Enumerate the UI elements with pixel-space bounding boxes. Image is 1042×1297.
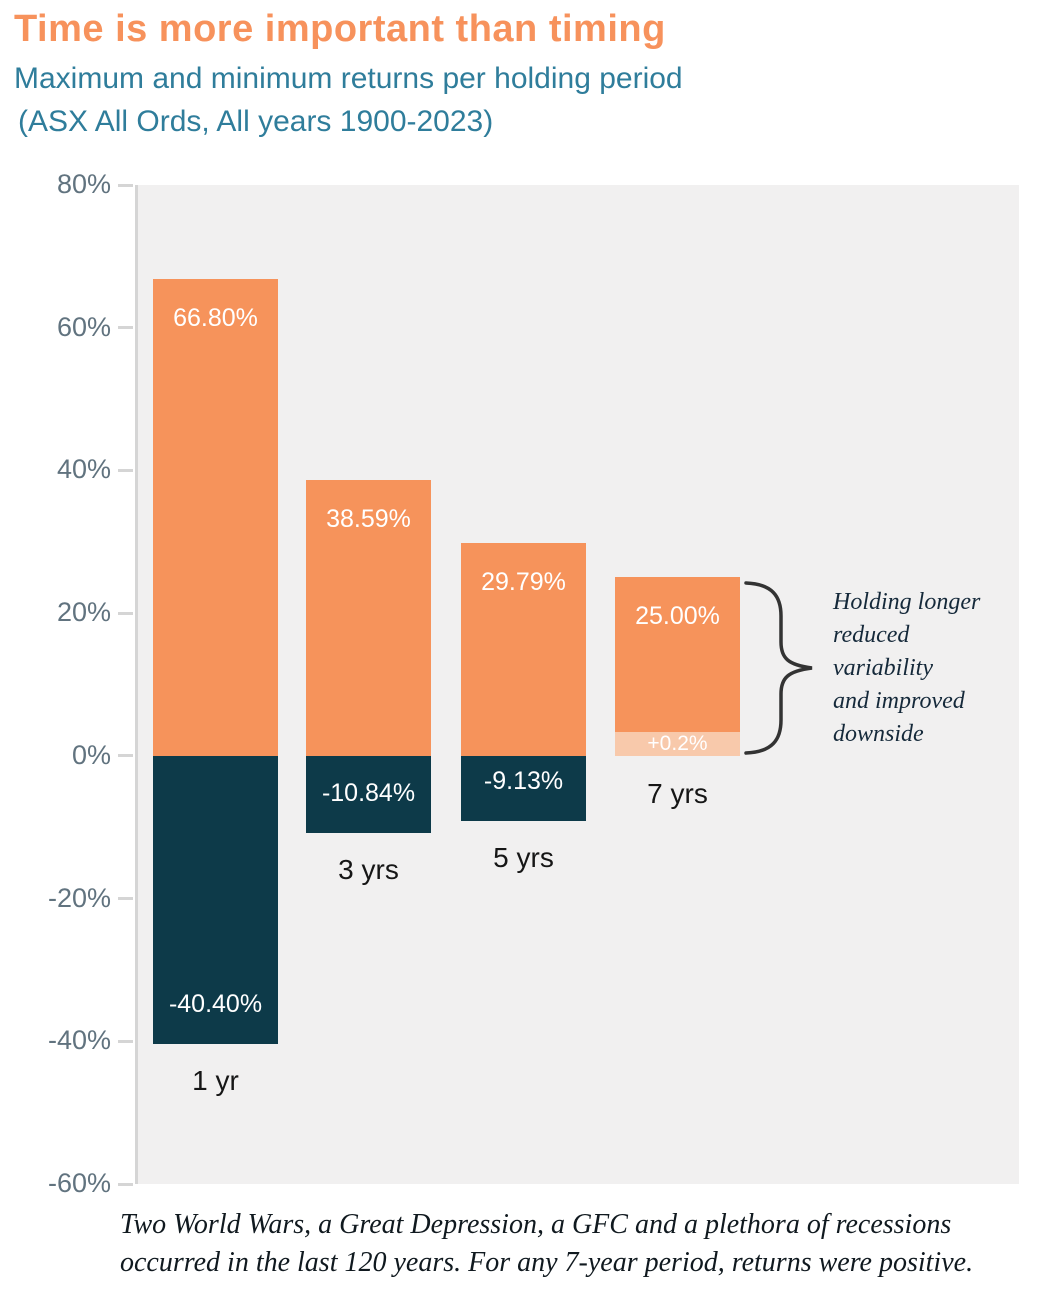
annotation-line: downside xyxy=(833,721,924,747)
y-axis-label: -20% xyxy=(47,882,111,913)
bar-7-yrs-min-label: +0.2% xyxy=(647,732,708,756)
bar-1-yr-min-segment xyxy=(153,755,278,1045)
bar-1-yr-min-label: -40.40% xyxy=(168,990,263,1019)
category-label-3-yrs: 3 yrs xyxy=(338,854,399,886)
annotation-line: Holding longer xyxy=(833,589,981,615)
brace-decoration xyxy=(744,581,813,755)
bar-3-yrs-min-label: -10.84% xyxy=(321,779,416,808)
page-title: Time is more important than timing xyxy=(14,8,666,50)
bar-7-yrs-max-segment xyxy=(615,577,740,733)
chart-subtitle: Maximum and minimum returns per holding … xyxy=(14,62,683,95)
bar-5-yrs-max-label: 29.79% xyxy=(481,568,566,597)
y-axis-tick xyxy=(118,754,133,758)
category-label-5-yrs: 5 yrs xyxy=(493,842,554,873)
caption-line: Two World Wars, a Great Depression, a GF… xyxy=(120,1209,952,1240)
caption: Two World Wars, a Great Depression, a GF… xyxy=(120,1206,1030,1282)
category-label-7-yrs: 7 yrs xyxy=(647,777,708,809)
y-axis-label: 20% xyxy=(56,597,111,628)
caption-line: occurred in the last 120 years. For any … xyxy=(120,1247,974,1278)
y-axis-tick xyxy=(118,326,133,330)
y-axis-label: 60% xyxy=(56,311,111,342)
y-axis-tick xyxy=(118,1182,133,1186)
bar-3-yrs-max-label: 38.59% xyxy=(326,505,411,534)
annotation-line: and improved xyxy=(833,688,965,714)
plot-area: 80% 60% 40% 20% 0% -20% -40% -60% 66.80% -40.40% 1… xyxy=(48,169,1019,1198)
y-axis-label: 0% xyxy=(71,739,111,770)
bar-3-yrs-min-segment xyxy=(306,755,431,834)
bar-1-yr-max-segment xyxy=(153,279,278,756)
y-axis-label: 80% xyxy=(56,169,111,199)
bar-5-yrs-max-segment xyxy=(461,543,586,756)
annotation-line: reduced xyxy=(833,622,910,648)
chart-period-subtitle: (ASX All Ords, All years 1900-2023) xyxy=(18,105,494,138)
y-axis-tick xyxy=(118,1039,133,1043)
y-axis-tick xyxy=(118,468,133,472)
annotation-line: variability xyxy=(833,655,933,681)
bar-7-yrs-min-segment xyxy=(615,732,740,756)
y-axis-label: -60% xyxy=(47,1168,111,1198)
bar-5-yrs-min-label: -9.13% xyxy=(483,767,564,795)
bar-7-yrs-max-label: 25.00% xyxy=(635,602,720,631)
y-axis-label: -40% xyxy=(47,1025,111,1056)
bar-1-yr-max-label: 66.80% xyxy=(173,304,258,333)
category-label-1-yr: 1 yr xyxy=(192,1065,239,1097)
y-axis-label: 40% xyxy=(56,454,111,485)
y-axis-tick xyxy=(118,897,133,901)
y-axis-tick xyxy=(118,183,133,187)
y-axis-tick xyxy=(118,611,133,615)
annotation-text: Holding longer reduced variability and i… xyxy=(833,586,1023,751)
bar-5-yrs-min-segment xyxy=(461,755,586,821)
bar-3-yrs-max-segment xyxy=(306,480,431,756)
